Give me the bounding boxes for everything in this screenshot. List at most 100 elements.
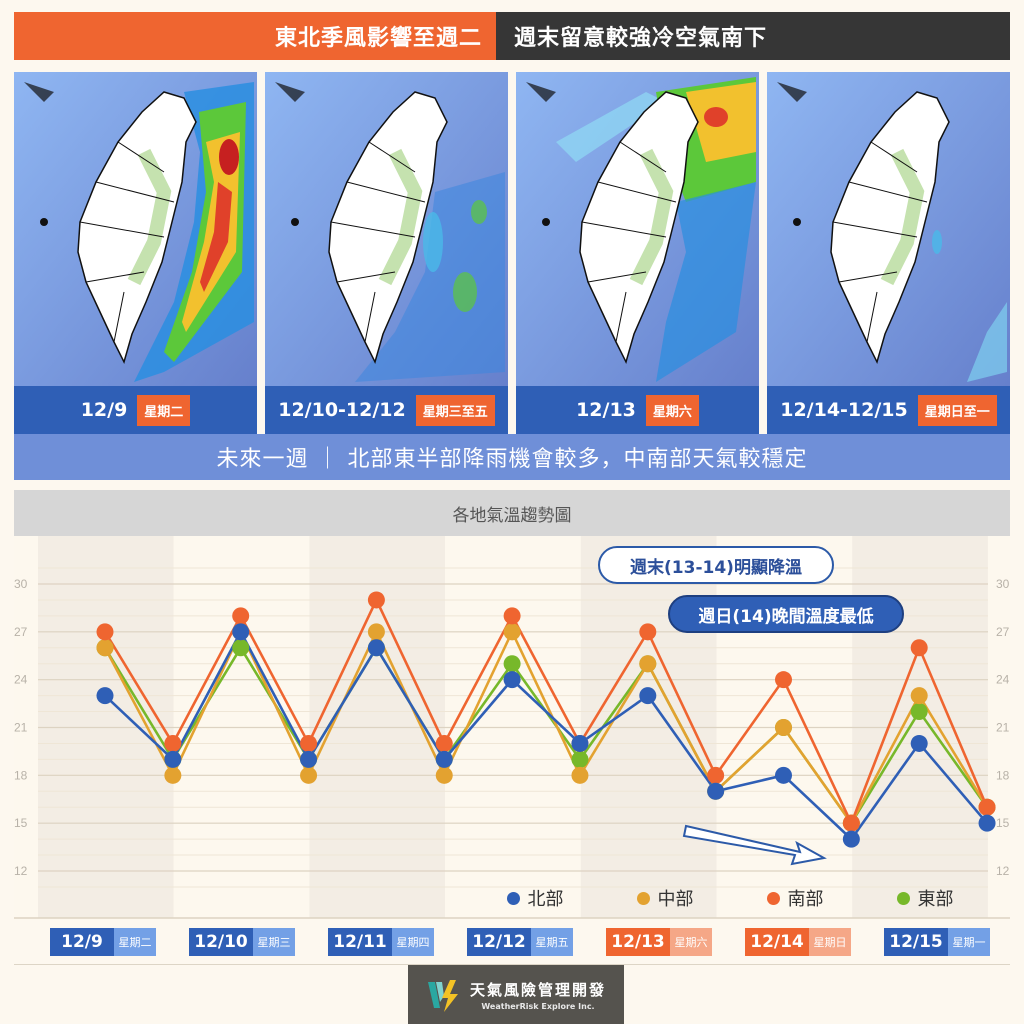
data-point xyxy=(639,687,657,705)
date-label: 12/15 xyxy=(884,928,948,956)
data-point xyxy=(571,750,589,768)
date-badge: 12/15 星期一 xyxy=(884,928,990,956)
map-date: 12/10-12/12 xyxy=(278,399,406,421)
data-point xyxy=(910,734,928,752)
forecast-map-panel: 12/10-12/12 星期三至五 xyxy=(265,72,508,434)
weekday-label: 星期二 xyxy=(114,928,156,956)
data-point xyxy=(96,687,114,705)
data-point xyxy=(842,830,860,848)
date-label: 12/9 xyxy=(50,928,114,956)
forecast-map-panel: 12/14-12/15 星期日至一 xyxy=(767,72,1010,434)
data-point xyxy=(164,734,182,752)
date-label: 12/14 xyxy=(745,928,809,956)
trend-arrow-icon xyxy=(682,824,827,866)
data-point xyxy=(842,814,860,832)
data-point xyxy=(707,782,725,800)
legend-item: 南部 xyxy=(730,884,860,912)
map-weekday-badge: 星期二 xyxy=(137,394,191,426)
legend-dot-icon xyxy=(506,891,520,905)
date-label: 12/12 xyxy=(467,928,531,956)
map-date: 12/9 xyxy=(80,399,128,421)
svg-text:15: 15 xyxy=(996,816,1010,830)
weekday-label: 星期六 xyxy=(670,928,712,956)
svg-text:27: 27 xyxy=(14,625,28,639)
forecast-map-panel: 12/9 星期二 xyxy=(14,72,257,434)
date-badge: 12/9 星期二 xyxy=(50,928,156,956)
map-weekday-badge: 星期日至一 xyxy=(917,394,997,426)
banner-right-title: 週末留意較強冷空氣南下 xyxy=(496,12,1010,60)
date-label: 12/10 xyxy=(189,928,253,956)
weekday-label: 星期三 xyxy=(253,928,295,956)
map-caption: 12/9 星期二 xyxy=(14,386,257,434)
divider xyxy=(14,964,1010,965)
data-point xyxy=(367,639,385,657)
data-point xyxy=(367,623,385,641)
legend-label: 東部 xyxy=(917,889,954,910)
date-badge: 12/13 星期六 xyxy=(606,928,712,956)
chart-title: 各地氣溫趨勢圖 xyxy=(14,490,1010,536)
logo-mark-icon xyxy=(426,978,462,1012)
data-point xyxy=(707,766,725,784)
weekday-label: 星期五 xyxy=(531,928,573,956)
date-badge: 12/11 星期四 xyxy=(328,928,434,956)
annotation-sunday-lowest: 週日(14)晚間溫度最低 xyxy=(668,595,904,633)
data-point xyxy=(96,623,114,641)
data-point xyxy=(96,639,114,657)
logo-english-name: WeatherRisk Explore Inc. xyxy=(481,1001,595,1011)
svg-text:24: 24 xyxy=(996,673,1010,687)
annotation-weekend-drop: 週末(13-14)明顯降溫 xyxy=(598,546,834,584)
data-point xyxy=(232,623,250,641)
data-point xyxy=(910,687,928,705)
map-caption: 12/13 星期六 xyxy=(516,386,759,434)
svg-text:12: 12 xyxy=(996,864,1010,878)
date-badge: 12/12 星期五 xyxy=(467,928,573,956)
data-point xyxy=(571,766,589,784)
data-point xyxy=(639,623,657,641)
date-label: 12/11 xyxy=(328,928,392,956)
data-point xyxy=(164,750,182,768)
svg-text:30: 30 xyxy=(14,577,28,591)
svg-text:18: 18 xyxy=(996,768,1010,782)
legend-dot-icon xyxy=(896,891,910,905)
logo-chinese-name: 天氣風險管理開發 xyxy=(469,980,606,999)
data-point xyxy=(435,734,453,752)
legend-item: 中部 xyxy=(600,884,730,912)
data-point xyxy=(232,607,250,625)
svg-text:27: 27 xyxy=(996,625,1010,639)
forecast-map-panel: 12/13 星期六 xyxy=(516,72,759,434)
data-point xyxy=(164,766,182,784)
data-point xyxy=(775,671,792,689)
date-badge: 12/14 星期日 xyxy=(745,928,851,956)
data-point xyxy=(367,591,385,609)
map-date: 12/13 xyxy=(576,399,636,421)
data-point xyxy=(775,766,792,784)
legend-item: 北部 xyxy=(470,884,600,912)
rainfall-map-image xyxy=(265,72,508,386)
data-point xyxy=(910,639,928,657)
svg-text:12: 12 xyxy=(14,864,28,878)
series-line xyxy=(104,629,989,842)
svg-text:21: 21 xyxy=(14,721,28,735)
legend-label: 中部 xyxy=(657,889,694,910)
map-caption: 12/14-12/15 星期日至一 xyxy=(767,386,1010,434)
map-weekday-badge: 星期六 xyxy=(645,394,699,426)
map-date: 12/14-12/15 xyxy=(780,399,908,421)
data-point xyxy=(503,623,521,641)
rainfall-map-image xyxy=(767,72,1010,386)
legend-dot-icon xyxy=(766,891,780,905)
data-point xyxy=(639,655,657,673)
data-point xyxy=(503,655,521,673)
data-point xyxy=(232,639,250,657)
series-line xyxy=(103,596,989,827)
legend-label: 南部 xyxy=(787,889,824,910)
chart-legend: 北部 中部 南部 東部 xyxy=(470,884,990,912)
data-point xyxy=(300,766,318,784)
date-badge: 12/10 星期三 xyxy=(189,928,295,956)
data-point xyxy=(978,814,996,832)
weekday-label: 星期日 xyxy=(809,928,851,956)
data-point xyxy=(503,671,521,689)
data-point xyxy=(910,703,928,721)
legend-dot-icon xyxy=(636,891,650,905)
weekday-label: 星期四 xyxy=(392,928,434,956)
svg-text:21: 21 xyxy=(996,721,1010,735)
